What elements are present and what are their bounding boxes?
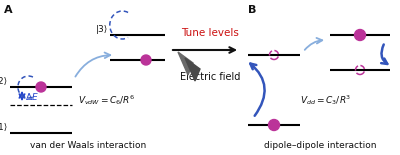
Text: |1⟩: |1⟩ [0,123,8,132]
Text: dipole–dipole interaction: dipole–dipole interaction [264,141,376,150]
Text: A: A [4,5,13,15]
Text: $V_{dd} = C_3/R^3$: $V_{dd} = C_3/R^3$ [300,93,352,107]
Text: van der Waals interaction: van der Waals interaction [30,141,146,150]
Text: B: B [248,5,256,15]
Ellipse shape [268,120,280,131]
Text: Tune levels: Tune levels [181,28,239,38]
Ellipse shape [36,82,46,92]
Ellipse shape [354,29,366,40]
Text: |3⟩: |3⟩ [96,25,108,34]
Text: Electric field: Electric field [180,72,240,82]
Ellipse shape [141,55,151,65]
Polygon shape [185,58,200,81]
Text: $\Delta E$: $\Delta E$ [25,91,39,102]
Text: |2⟩: |2⟩ [0,77,8,86]
Polygon shape [178,52,193,75]
Text: $V_{vdW} = C_6/R^6$: $V_{vdW} = C_6/R^6$ [78,93,136,107]
